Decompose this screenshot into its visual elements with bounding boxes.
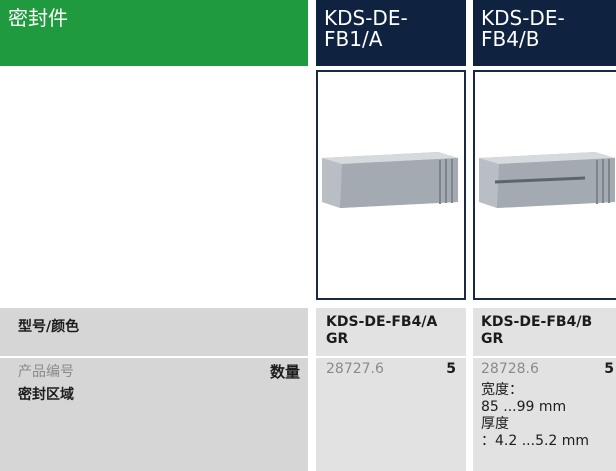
row-label: 型号/颜色 xyxy=(0,308,308,356)
product-image xyxy=(473,70,616,300)
product-name: KDS-DE-FB1/A xyxy=(324,6,408,51)
model-color: KDS-DE-FB4/A GR xyxy=(316,308,466,356)
product-header: KDS-DE-FB1/A xyxy=(316,0,466,66)
row-label: 产品编号 xyxy=(18,364,74,380)
quantity: 5 xyxy=(604,361,614,377)
row-block: 产品编号 数量 密封区域 xyxy=(0,358,308,471)
product-number: 28727.6 xyxy=(326,361,384,377)
sealing-area: 宽度： 85 ...99 mm 厚度 ：4.2 ...5.2 mm xyxy=(481,382,589,450)
product-number: 28728.6 xyxy=(481,361,539,377)
product-image xyxy=(316,70,466,300)
row-label: 数量 xyxy=(269,363,300,381)
sealing-line: 宽度： xyxy=(481,382,523,398)
row-label: 密封区域 xyxy=(18,387,74,403)
quantity: 5 xyxy=(446,361,456,377)
product-header: KDS-DE-FB4/B xyxy=(473,0,616,66)
product-name: KDS-DE-FB4/B xyxy=(481,6,565,51)
row-block: 28728.6 5 宽度： 85 ...99 mm 厚度 ：4.2 ...5.2 mm xyxy=(473,358,616,471)
sealing-line: ：4.2 ...5.2 mm xyxy=(481,433,590,449)
model-color: KDS-DE-FB4/B GR xyxy=(473,308,616,356)
row-block: 28727.6 5 xyxy=(316,358,466,471)
seal-illustration xyxy=(322,152,458,208)
sealing-line: 85 ...99 mm xyxy=(481,399,567,415)
sealing-line: 厚度 xyxy=(481,416,509,432)
table-title: 密封件 xyxy=(0,0,308,66)
seal-illustration xyxy=(479,152,615,208)
